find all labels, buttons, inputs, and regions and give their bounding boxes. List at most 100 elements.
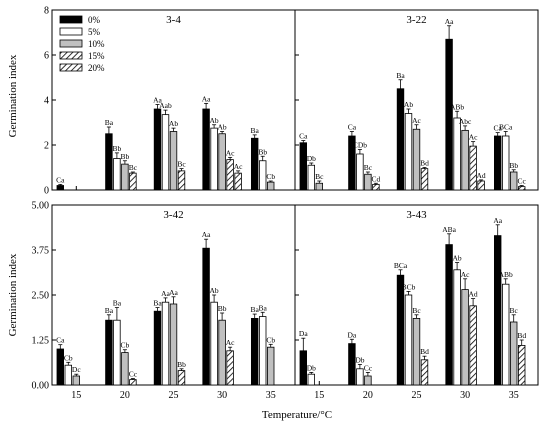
bar-0pct-15	[299, 350, 307, 386]
bar-10pct-20	[364, 375, 372, 386]
y-tick-label: 8	[44, 6, 49, 17]
legend-swatch-0pct	[59, 15, 83, 24]
significance-label: Cb	[121, 341, 130, 350]
significance-label: Ba	[105, 118, 114, 127]
bar-10pct-15	[72, 375, 80, 386]
bar-0pct-25	[153, 310, 162, 386]
significance-label: Bb	[177, 360, 186, 369]
significance-label: Ba	[113, 299, 122, 308]
bar-10pct-20	[364, 173, 372, 191]
bar-10pct-15	[315, 182, 323, 191]
y-tick-label: 0.00	[32, 381, 50, 392]
bar-0pct-15	[299, 142, 307, 191]
y-axis-label-top: Germination index	[7, 54, 19, 137]
significance-label: Abc	[459, 117, 472, 126]
x-tick-label: 35	[266, 390, 276, 401]
significance-label: Bb	[258, 147, 267, 156]
significance-label: Bc	[412, 306, 421, 315]
bar-10pct-25	[169, 303, 178, 386]
bar-0pct-30	[202, 108, 210, 191]
significance-label: Bd	[420, 347, 429, 356]
significance-label: Da	[348, 330, 357, 339]
legend-swatch-5pct	[59, 27, 83, 36]
bar-15pct-30	[226, 350, 234, 386]
bar-5pct-20	[113, 319, 121, 386]
significance-label: BCa	[394, 261, 408, 270]
significance-label: BCb	[402, 282, 416, 291]
x-tick-label: 30	[460, 390, 470, 401]
bar-0pct-35	[250, 137, 259, 191]
bar-0pct-25	[153, 108, 162, 191]
significance-label: Cc	[364, 363, 373, 372]
bar-5pct-15	[64, 364, 72, 386]
significance-label: Cd	[372, 174, 381, 183]
bar-15pct-25	[420, 359, 429, 386]
y-tick-label: 6	[44, 51, 49, 62]
bar-10pct-30	[218, 133, 226, 191]
significance-label: Ba	[105, 306, 114, 315]
significance-label: Ca	[299, 132, 308, 141]
significance-label: Bd	[420, 159, 429, 168]
significance-label: Bc	[315, 172, 324, 181]
bar-5pct-30	[210, 127, 218, 191]
x-tick-label: 35	[509, 390, 519, 401]
significance-label: Ad	[477, 171, 486, 180]
legend-swatch-20pct	[59, 63, 83, 72]
bar-0pct-20	[105, 133, 113, 191]
significance-label: Ab	[404, 100, 413, 109]
bar-10pct-30	[461, 129, 469, 191]
x-tick-label: 20	[120, 390, 130, 401]
bar-5pct-15	[307, 373, 315, 386]
bar-0pct-35	[493, 235, 502, 386]
significance-label: Ab	[218, 123, 227, 132]
legend-label: 5%	[88, 27, 101, 37]
significance-label: Ac	[461, 270, 470, 279]
significance-label: Bc	[364, 163, 373, 172]
y-tick-label: 0	[44, 186, 49, 197]
significance-label: Ba	[259, 303, 268, 312]
bar-0pct-15	[56, 348, 64, 386]
significance-label: Ca	[56, 336, 65, 345]
bar-20pct-30	[234, 172, 242, 191]
panel-title: 3-22	[406, 14, 426, 26]
y-tick-label: 3.75	[32, 246, 50, 257]
significance-label: Cc	[518, 177, 527, 186]
bar-5pct-20	[113, 158, 121, 191]
bar-15pct-30	[469, 145, 477, 191]
significance-label: Ba	[251, 126, 260, 135]
significance-label: Bb	[121, 152, 130, 161]
significance-label: Bc	[510, 306, 519, 315]
significance-label: Bc	[129, 163, 138, 172]
significance-label: Ca	[494, 124, 503, 133]
x-tick-label: 15	[71, 390, 81, 401]
y-tick-label: 4	[44, 96, 49, 107]
x-tick-label: 20	[363, 390, 373, 401]
bar-5pct-30	[210, 301, 218, 386]
significance-label: Ab	[453, 254, 462, 263]
bar-15pct-25	[420, 168, 429, 191]
significance-label: Ab	[210, 116, 219, 125]
bar-10pct-35	[266, 346, 275, 386]
x-axis-label: Temperature/°C	[262, 409, 332, 421]
significance-label: ABa	[442, 225, 456, 234]
significance-label: Aa	[493, 216, 502, 225]
bar-15pct-20	[129, 172, 137, 191]
x-tick-label: 30	[217, 390, 227, 401]
bar-5pct-35	[501, 283, 510, 386]
bar-15pct-30	[469, 305, 477, 386]
bar-5pct-25	[404, 113, 413, 191]
significance-label: Ab	[210, 286, 219, 295]
significance-label: Ad	[469, 290, 478, 299]
bar-15pct-35	[518, 344, 526, 386]
significance-label: Cb	[266, 335, 275, 344]
significance-label: Cb	[64, 353, 73, 362]
significance-label: Ab	[169, 119, 178, 128]
significance-label: BCa	[499, 123, 513, 132]
y-axis-label-bottom: Germination index	[7, 253, 19, 336]
significance-label: Aab	[159, 101, 172, 110]
significance-label: Db	[307, 363, 316, 372]
significance-label: Ac	[469, 133, 478, 142]
x-tick-label: 25	[412, 390, 422, 401]
significance-label: Bb	[113, 144, 122, 153]
